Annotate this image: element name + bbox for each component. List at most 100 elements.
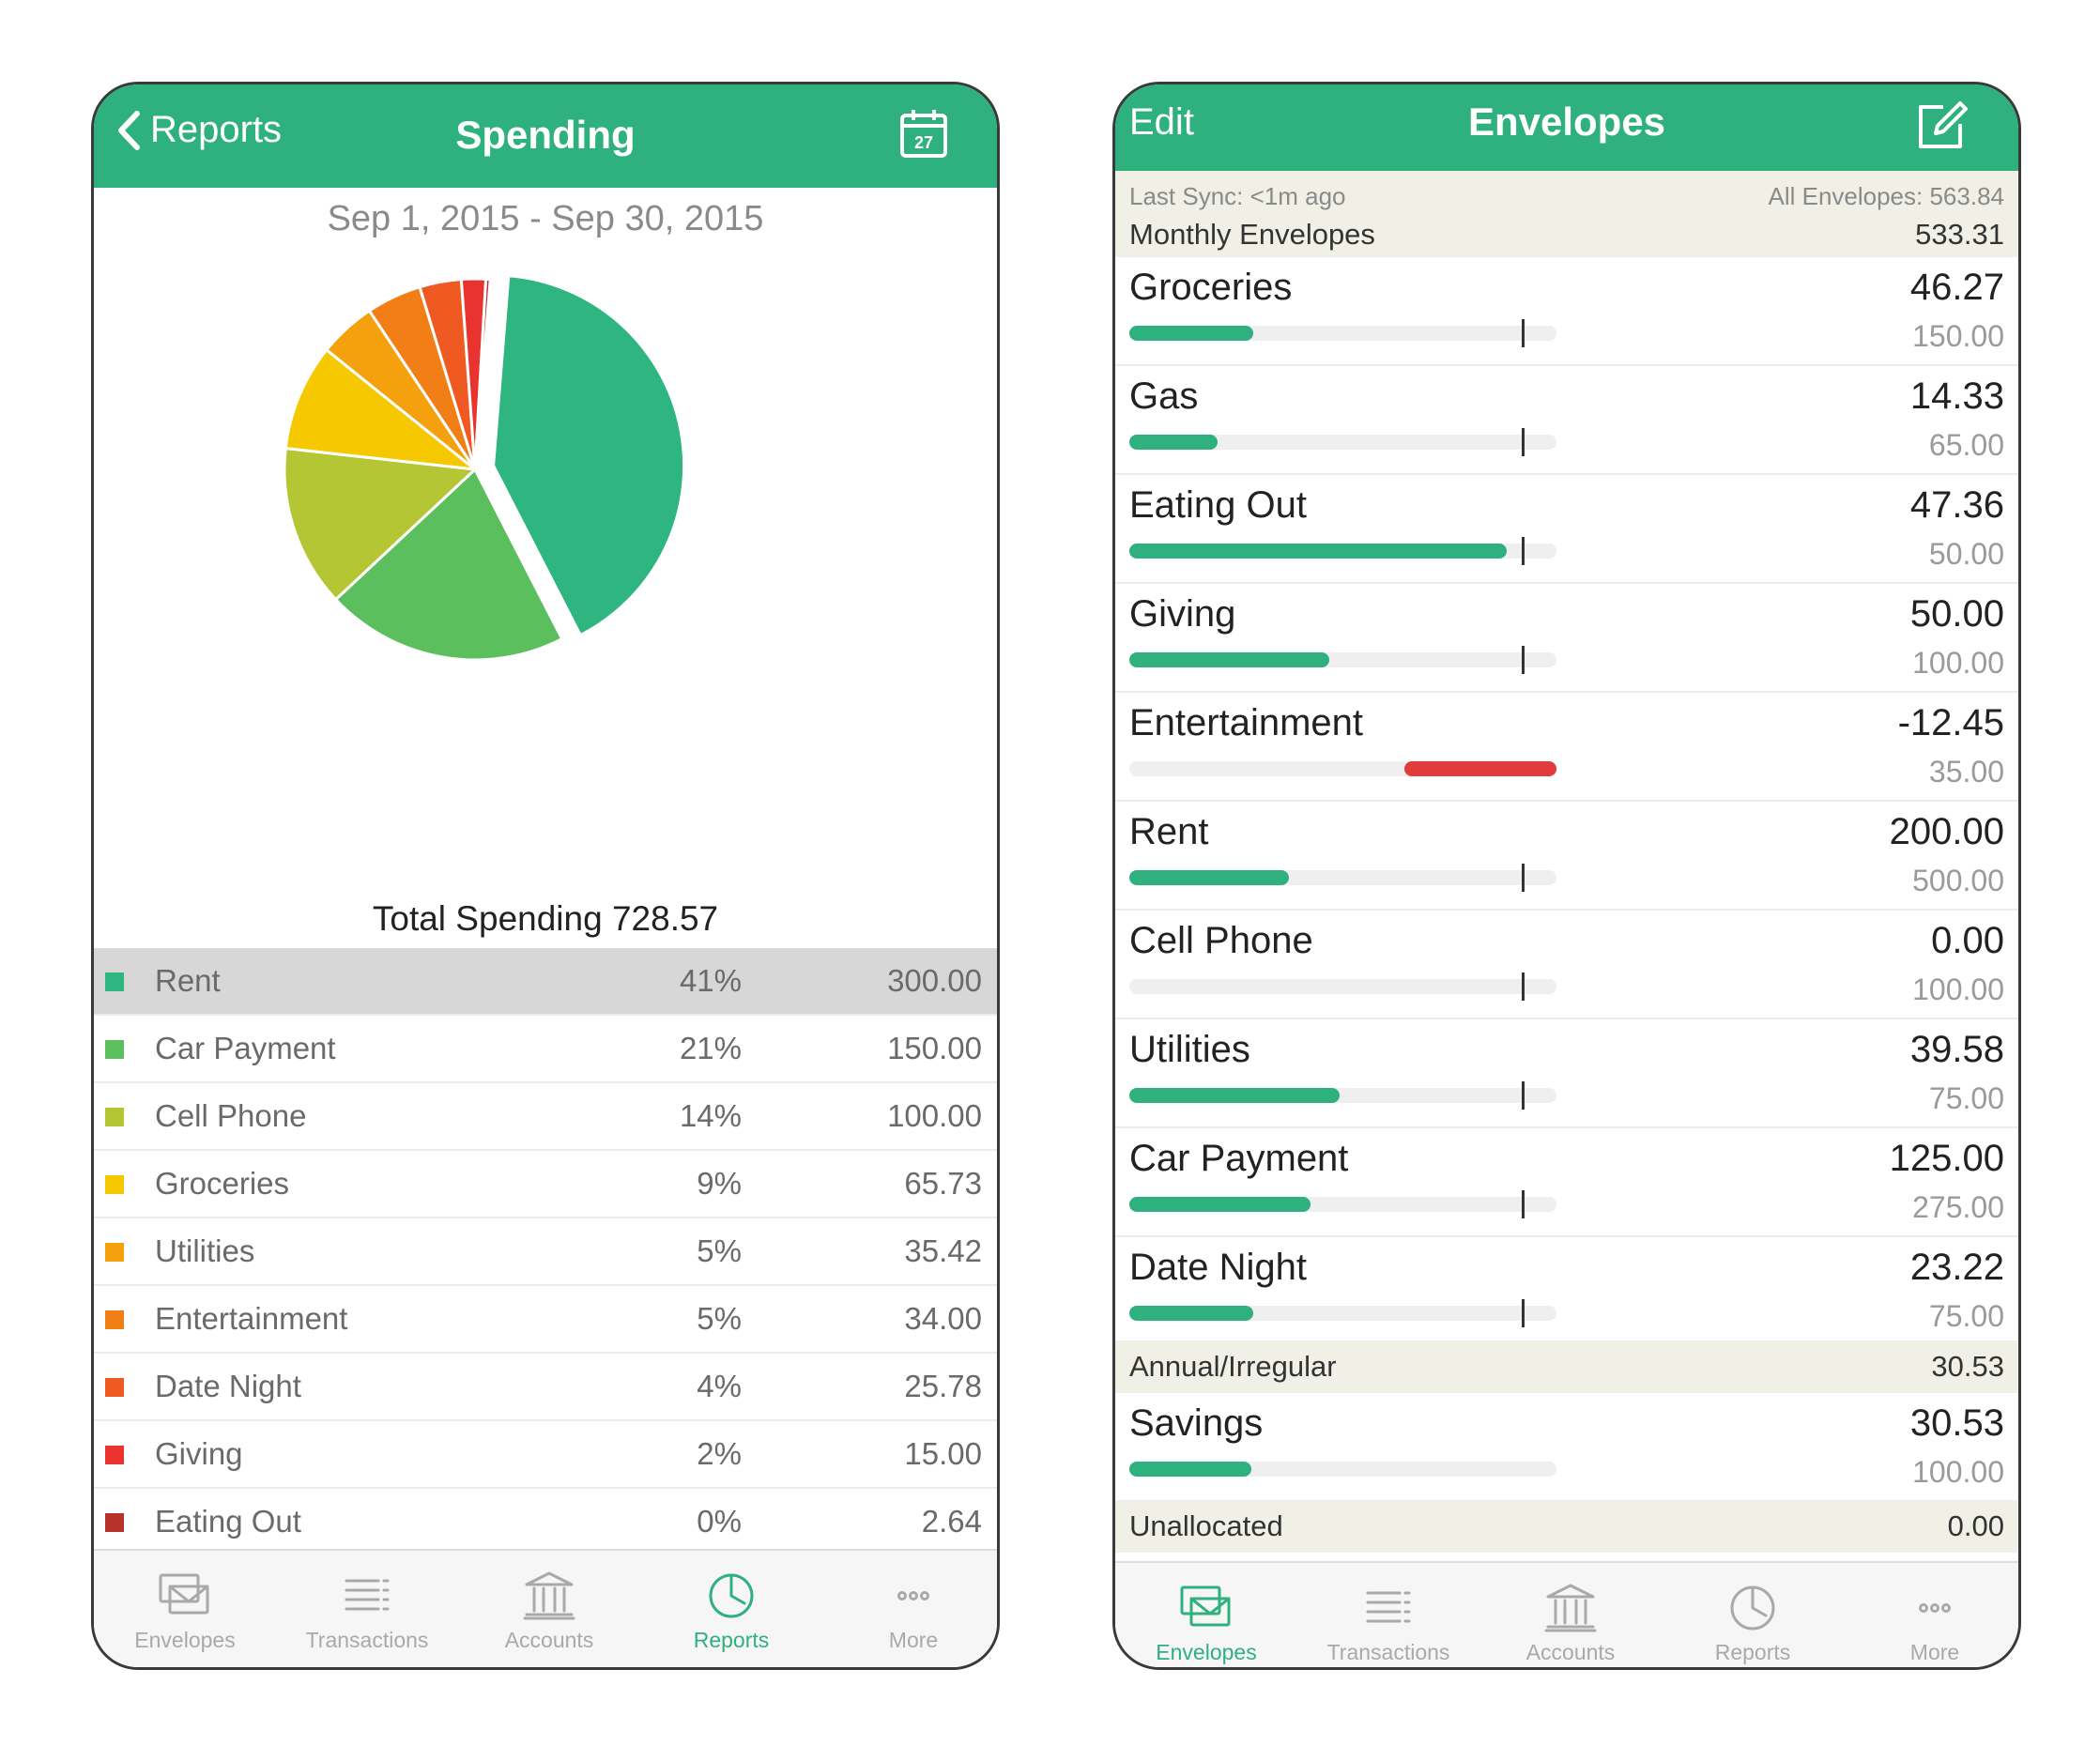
- tab-more[interactable]: More: [822, 1570, 997, 1653]
- envelopes-icon: [1180, 1585, 1231, 1627]
- annual-irregular-label: Annual/Irregular: [1129, 1350, 1337, 1383]
- category-name: Cell Phone: [155, 1098, 307, 1133]
- legend-row[interactable]: Eating Out 0% 2.64: [94, 1489, 997, 1556]
- envelope-period-marker: [1522, 1190, 1525, 1218]
- envelope-budget: 50.00: [1928, 537, 2004, 571]
- tab-envelopes[interactable]: Envelopes: [1115, 1582, 1297, 1665]
- envelope-row[interactable]: Car Payment 125.00 275.00: [1115, 1128, 2018, 1237]
- envelope-progress-fill: [1129, 326, 1253, 341]
- category-name: Entertainment: [155, 1301, 348, 1336]
- category-name: Date Night: [155, 1369, 301, 1403]
- pie-slice-cell-phone[interactable]: [283, 446, 479, 602]
- envelope-name: Savings: [1129, 1402, 1264, 1444]
- envelope-period-marker: [1522, 1081, 1525, 1110]
- envelope-available: -12.45: [1897, 702, 2004, 743]
- compose-button[interactable]: [1915, 98, 1970, 157]
- category-amount: 25.78: [904, 1369, 982, 1403]
- monthly-envelopes-total: 533.31: [1915, 218, 2004, 251]
- accounts-icon: [1544, 1584, 1597, 1632]
- more-icon: [1919, 1603, 1951, 1613]
- category-name: Utilities: [155, 1233, 255, 1268]
- pie-slice-rent[interactable]: [492, 274, 686, 637]
- envelope-row[interactable]: Entertainment -12.45 35.00: [1115, 693, 2018, 802]
- legend-row[interactable]: Entertainment 5% 34.00: [94, 1286, 997, 1354]
- spending-pie-chart[interactable]: [235, 272, 779, 835]
- envelope-row[interactable]: Groceries 46.27 150.00: [1115, 257, 2018, 366]
- category-percent: 2%: [697, 1436, 742, 1471]
- legend-row[interactable]: Groceries 9% 65.73: [94, 1151, 997, 1218]
- category-amount: 2.64: [921, 1504, 982, 1539]
- tab-label: Envelopes: [134, 1628, 236, 1652]
- envelope-row[interactable]: Cell Phone 0.00 100.00: [1115, 911, 2018, 1019]
- category-amount: 150.00: [887, 1031, 982, 1065]
- category-amount: 300.00: [887, 963, 982, 998]
- envelope-period-marker: [1522, 973, 1525, 1001]
- calendar-button[interactable]: 27: [899, 107, 948, 164]
- envelope-name: Entertainment: [1129, 702, 1364, 743]
- more-icon: [897, 1591, 929, 1600]
- envelope-progress-track: [1129, 864, 1556, 892]
- envelope-row[interactable]: Savings 30.53 100.00: [1115, 1393, 2018, 1502]
- envelope-available: 0.00: [1931, 920, 2004, 961]
- envelope-name: Giving: [1129, 593, 1236, 635]
- category-name: Giving: [155, 1436, 243, 1471]
- envelopes-navbar: Edit Envelopes: [1115, 84, 2018, 171]
- envelope-row[interactable]: Rent 200.00 500.00: [1115, 802, 2018, 911]
- legend-row[interactable]: Giving 2% 15.00: [94, 1421, 997, 1489]
- envelope-progress-track: [1129, 319, 1556, 347]
- annual-irregular-header: Annual/Irregular 30.53: [1115, 1340, 2018, 1393]
- pie-slice-groceries[interactable]: [284, 347, 480, 472]
- envelope-name: Gas: [1129, 375, 1199, 417]
- legend-row[interactable]: Utilities 5% 35.42: [94, 1218, 997, 1286]
- legend-row[interactable]: Date Night 4% 25.78: [94, 1354, 997, 1421]
- legend-row[interactable]: Rent 41% 300.00: [94, 948, 997, 1016]
- category-amount: 65.73: [904, 1166, 982, 1201]
- envelope-row[interactable]: Utilities 39.58 75.00: [1115, 1019, 2018, 1128]
- tab-transactions[interactable]: Transactions: [276, 1570, 458, 1653]
- envelope-progress-fill: [1129, 1197, 1311, 1212]
- envelope-row[interactable]: Giving 50.00 100.00: [1115, 584, 2018, 693]
- edit-button[interactable]: Edit: [1129, 101, 1194, 143]
- tab-accounts[interactable]: Accounts: [1479, 1582, 1662, 1665]
- envelope-name: Groceries: [1129, 267, 1293, 308]
- unallocated-header[interactable]: Unallocated 0.00: [1115, 1500, 2018, 1553]
- envelope-budget: 100.00: [1912, 646, 2004, 680]
- chevron-left-icon: [118, 110, 140, 150]
- legend-row[interactable]: Cell Phone 14% 100.00: [94, 1083, 997, 1151]
- envelope-name: Date Night: [1129, 1247, 1307, 1288]
- tab-transactions[interactable]: Transactions: [1297, 1582, 1479, 1665]
- spending-legend: Rent 41% 300.00 Car Payment 21% 150.00 Cell Ph…: [94, 948, 997, 1556]
- envelope-budget: 100.00: [1912, 973, 2004, 1006]
- back-label: Reports: [150, 109, 283, 150]
- envelope-row[interactable]: Gas 14.33 65.00: [1115, 366, 2018, 475]
- envelope-row[interactable]: Date Night 23.22 75.00: [1115, 1237, 2018, 1346]
- tab-more[interactable]: More: [1844, 1582, 2018, 1665]
- envelope-available: 39.58: [1909, 1029, 2004, 1070]
- envelope-available: 30.53: [1909, 1402, 2004, 1444]
- envelope-progress-track: [1129, 1462, 1556, 1477]
- envelope-row[interactable]: Eating Out 47.36 50.00: [1115, 475, 2018, 584]
- tab-envelopes[interactable]: Envelopes: [94, 1570, 276, 1653]
- envelope-budget: 150.00: [1912, 319, 2004, 353]
- tab-reports[interactable]: Reports: [640, 1570, 822, 1653]
- legend-swatch: [105, 1175, 124, 1194]
- tab-reports[interactable]: Reports: [1662, 1582, 1844, 1665]
- category-name: Car Payment: [155, 1031, 336, 1065]
- legend-swatch: [105, 1040, 124, 1059]
- legend-swatch: [105, 1446, 124, 1464]
- tab-accounts[interactable]: Accounts: [458, 1570, 640, 1653]
- tab-label: Transactions: [305, 1628, 429, 1652]
- envelope-period-marker: [1522, 1299, 1525, 1327]
- date-range[interactable]: Sep 1, 2015 - Sep 30, 2015: [327, 199, 764, 238]
- envelope-name: Cell Phone: [1129, 920, 1313, 961]
- envelope-progress-fill: [1129, 1462, 1251, 1477]
- all-envelopes-total: All Envelopes: 563.84: [1768, 182, 2004, 210]
- legend-swatch: [105, 1378, 124, 1397]
- pie-slice-eating-out[interactable]: [473, 277, 492, 470]
- unallocated-total: 0.00: [1947, 1509, 2004, 1542]
- tab-label: Reports: [1714, 1640, 1791, 1664]
- legend-row[interactable]: Car Payment 21% 150.00: [94, 1016, 997, 1083]
- category-percent: 4%: [697, 1369, 742, 1403]
- back-button[interactable]: Reports: [116, 109, 282, 151]
- pie-slice-car-payment[interactable]: [333, 467, 564, 662]
